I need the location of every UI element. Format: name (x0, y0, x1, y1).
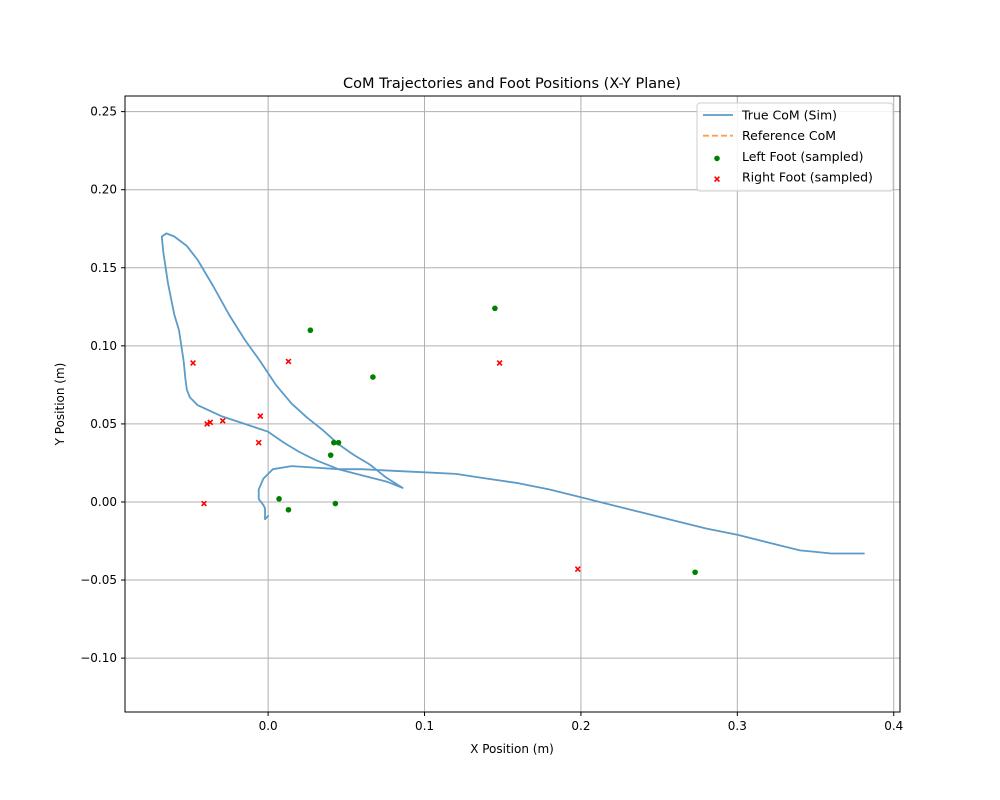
x-tick-label: 0.2 (571, 719, 590, 733)
right-foot-point (207, 419, 214, 426)
left-foot-point (331, 439, 337, 446)
axis-ticks: 0.0 0.1 0.2 0.3 0.4 −0.10 −0.05 0.00 0.05 0.10 0.1… (80, 105, 903, 733)
x-tick-label: 0.3 (728, 719, 747, 733)
right-foot-point (255, 439, 262, 446)
right-foot-point (204, 420, 211, 427)
x-axis-label: X Position (m) (470, 742, 554, 756)
x-tick-label: 0.1 (415, 719, 434, 733)
legend-label: Left Foot (sampled) (742, 149, 864, 164)
left-foot-point (327, 452, 334, 458)
y-axis-label: Y Position (m) (53, 363, 67, 447)
left-foot-point (307, 327, 314, 334)
legend-item-right-foot: Right Foot (sampled) (714, 170, 873, 185)
y-tick-label: 0.20 (90, 183, 117, 197)
y-tick-label: 0.05 (90, 417, 117, 431)
y-tick-label: −0.10 (80, 651, 117, 665)
right-foot-point (201, 500, 207, 507)
legend-x-swatch (714, 176, 720, 183)
left-foot-point (285, 506, 292, 513)
y-tick-label: 0.00 (90, 495, 117, 509)
grid (125, 96, 900, 712)
legend-item-left-foot: Left Foot (sampled) (714, 149, 864, 164)
x-tick-label: 0.4 (884, 719, 903, 733)
legend-label: Reference CoM (742, 128, 836, 143)
plot-frame (124, 95, 901, 713)
left-foot-point (492, 305, 498, 312)
left-foot-point (335, 439, 342, 446)
legend-circle-swatch (714, 155, 720, 162)
left-foot-point (370, 374, 376, 380)
legend: True CoM (Sim) Reference CoM Left Foot (sa… (696, 102, 894, 192)
left-foot-point (276, 496, 282, 502)
legend-item-true-com: True CoM (Sim) (703, 108, 837, 123)
right-foot-point (285, 358, 292, 365)
legend-item-reference-com: Reference CoM (703, 128, 836, 143)
y-tick-label: 0.10 (90, 339, 117, 353)
right-foot-point (257, 413, 264, 420)
right-foot-point (190, 360, 197, 366)
legend-label: Right Foot (sampled) (742, 170, 873, 185)
legend-label: True CoM (Sim) (741, 108, 837, 123)
y-tick-label: 0.15 (90, 261, 117, 275)
right-foot-point (219, 417, 226, 424)
plot-data (160, 232, 865, 576)
y-tick-label: 0.25 (90, 105, 117, 119)
chart-title: CoM Trajectories and Foot Positions (X-Y… (343, 76, 681, 92)
legend-box (696, 102, 894, 192)
true-com-line (257, 465, 865, 555)
true-com-line (160, 232, 404, 489)
left-foot-point (332, 500, 339, 507)
x-tick-label: 0.0 (259, 719, 278, 733)
left-foot-point (692, 569, 698, 576)
right-foot-point (496, 360, 503, 366)
right-foot-point (574, 566, 581, 573)
y-tick-label: −0.05 (80, 573, 117, 587)
